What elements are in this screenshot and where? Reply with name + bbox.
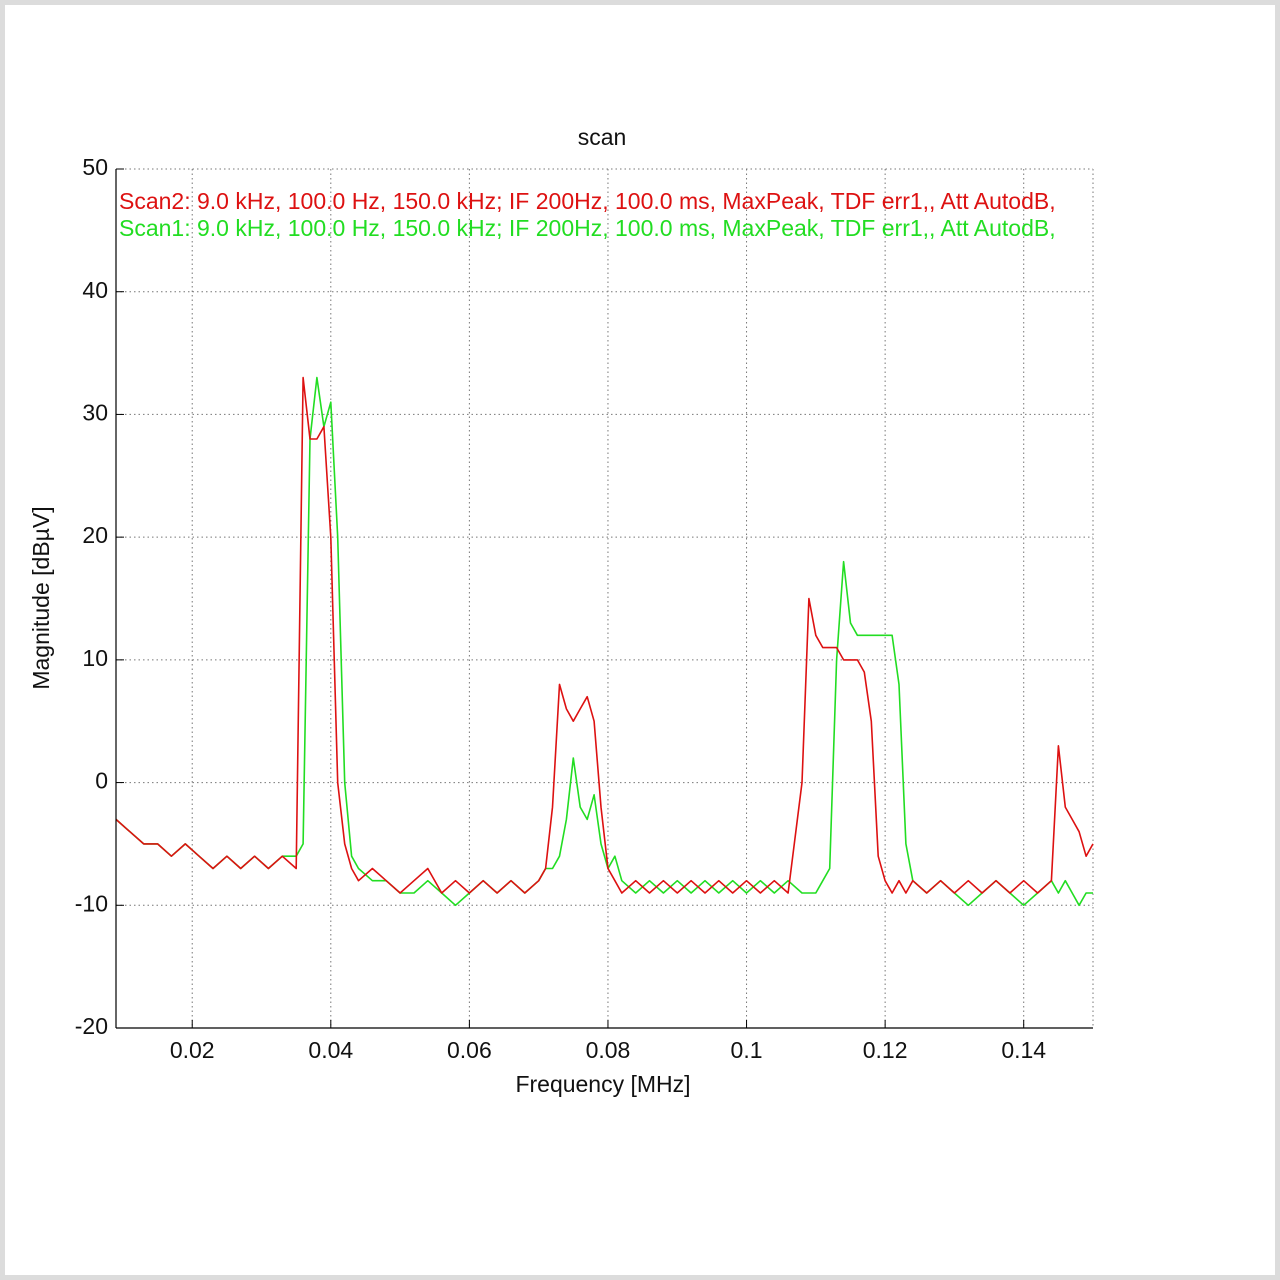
y-tick-label: 20 bbox=[82, 522, 108, 548]
y-tick-label: 0 bbox=[95, 768, 108, 794]
x-tick-label: 0.12 bbox=[863, 1037, 908, 1063]
y-tick-label: 10 bbox=[82, 645, 108, 671]
x-tick-label: 0.02 bbox=[170, 1037, 215, 1063]
x-tick-label: 0.06 bbox=[447, 1037, 492, 1063]
x-axis-label: Frequency [MHz] bbox=[515, 1071, 690, 1097]
y-tick-label: 30 bbox=[82, 400, 108, 426]
y-tick-label: -10 bbox=[75, 890, 108, 916]
x-tick-label: 0.04 bbox=[308, 1037, 353, 1063]
y-tick-label: 50 bbox=[82, 154, 108, 180]
legend-entry: Scan1: 9.0 kHz, 100.0 Hz, 150.0 kHz; IF … bbox=[119, 215, 1056, 241]
x-tick-label: 0.08 bbox=[586, 1037, 631, 1063]
legend-entry: Scan2: 9.0 kHz, 100.0 Hz, 150.0 kHz; IF … bbox=[119, 188, 1056, 214]
series-line bbox=[115, 376, 1093, 907]
y-tick-label: -20 bbox=[75, 1013, 108, 1039]
y-axis-label: Magnitude [dBµV] bbox=[28, 506, 54, 689]
x-tick-label: 0.14 bbox=[1001, 1037, 1046, 1063]
series-line bbox=[115, 376, 1094, 894]
legend: Scan2: 9.0 kHz, 100.0 Hz, 150.0 kHz; IF … bbox=[119, 188, 1056, 241]
y-tick-label: 40 bbox=[82, 277, 108, 303]
x-tick-label: 0.1 bbox=[731, 1037, 763, 1063]
chart-title: scan bbox=[578, 124, 627, 150]
